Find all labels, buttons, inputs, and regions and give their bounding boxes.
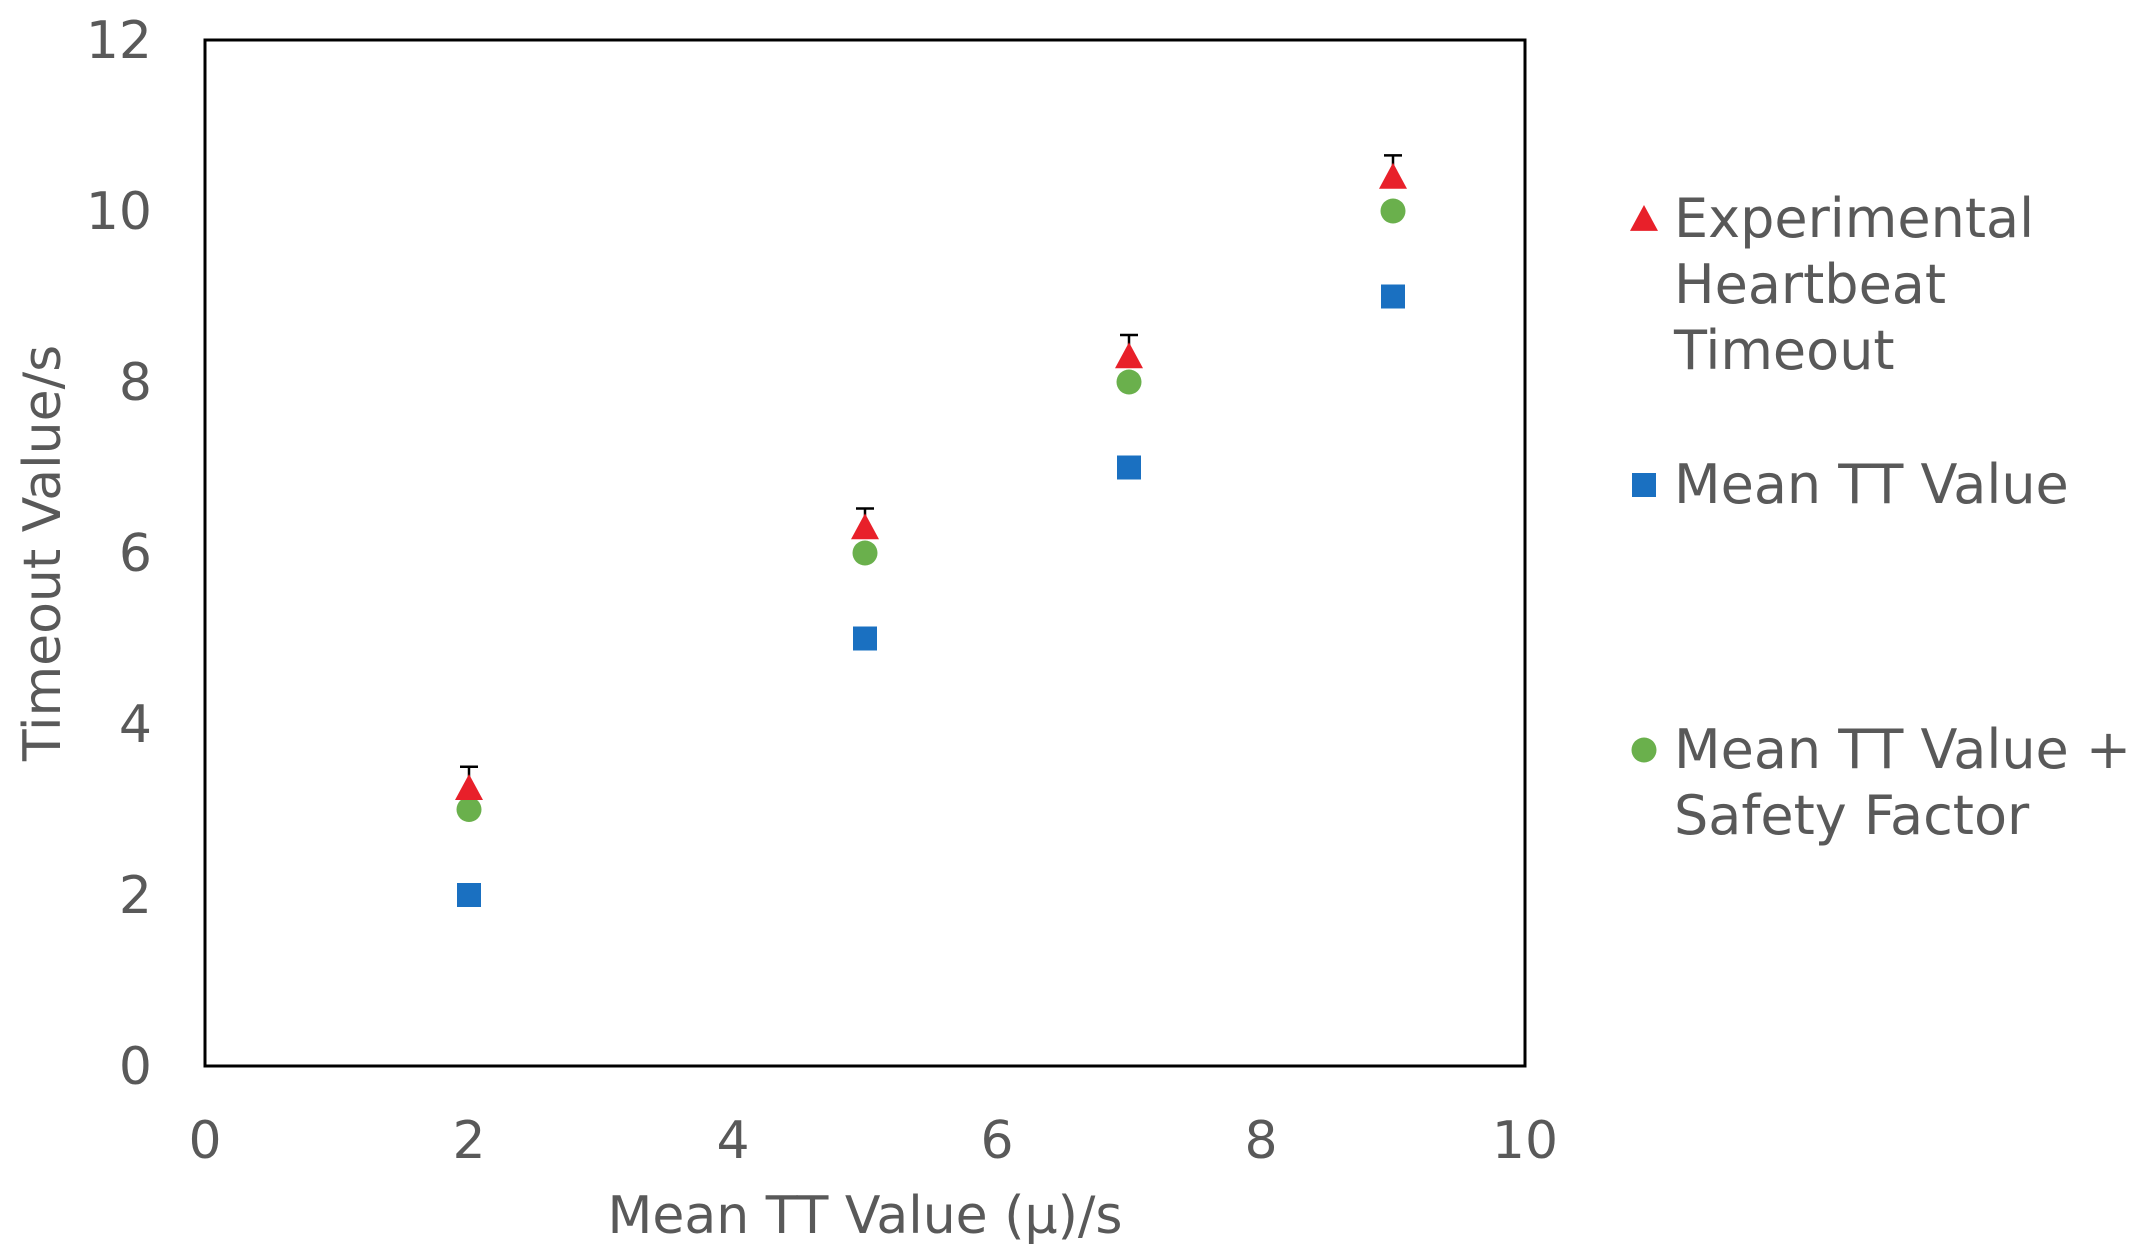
data-point	[853, 626, 877, 651]
data-point	[1380, 198, 1406, 224]
y-tick-label: 2	[119, 866, 152, 926]
x-axis-tick-labels: 0 2 4 6 8 10	[188, 1111, 1558, 1171]
y-tick-label: 8	[119, 353, 152, 413]
y-tick-label: 12	[86, 11, 152, 71]
legend-label: Timeout	[1673, 319, 1895, 382]
x-tick-label: 10	[1492, 1111, 1558, 1171]
y-axis-tick-labels: 0 2 4 6 8 10 12	[86, 11, 152, 1097]
x-tick-label: 2	[452, 1111, 485, 1171]
series-square	[457, 284, 1405, 907]
x-tick-label: 6	[980, 1111, 1013, 1171]
y-tick-label: 0	[119, 1037, 152, 1097]
data-point	[1116, 369, 1142, 395]
legend-label: Safety Factor	[1674, 784, 2030, 847]
legend-label: Experimental	[1674, 187, 2034, 250]
data-point	[851, 513, 879, 540]
legend-marker-square	[1632, 473, 1656, 497]
data-point	[1117, 455, 1141, 480]
data-point	[1115, 342, 1143, 369]
data-point	[455, 774, 483, 801]
series-triangle	[455, 154, 1407, 801]
data-point	[852, 540, 878, 566]
x-tick-label: 8	[1244, 1111, 1277, 1171]
legend-entry: Mean TT Value +Safety Factor	[1631, 718, 2131, 847]
y-axis-title: Timeout Value/s	[13, 345, 73, 762]
data-point	[456, 797, 482, 822]
data-series	[455, 154, 1407, 907]
series-circle	[456, 198, 1406, 822]
data-point	[1379, 162, 1407, 189]
y-tick-label: 6	[119, 524, 152, 584]
legend-marker-triangle	[1630, 205, 1658, 231]
data-point	[457, 883, 481, 907]
x-tick-label: 4	[716, 1111, 749, 1171]
legend-label: Mean TT Value +	[1674, 718, 2131, 781]
data-point	[1381, 284, 1405, 309]
x-tick-label: 0	[188, 1111, 221, 1171]
y-tick-label: 4	[119, 695, 152, 755]
legend-label: Mean TT Value	[1674, 453, 2069, 516]
legend-entry: Mean TT Value	[1632, 453, 2069, 516]
x-axis-title: Mean TT Value (μ)/s	[608, 1186, 1123, 1246]
legend-label: Heartbeat	[1674, 253, 1946, 316]
y-tick-label: 10	[86, 182, 152, 242]
legend-marker-circle	[1631, 737, 1657, 763]
